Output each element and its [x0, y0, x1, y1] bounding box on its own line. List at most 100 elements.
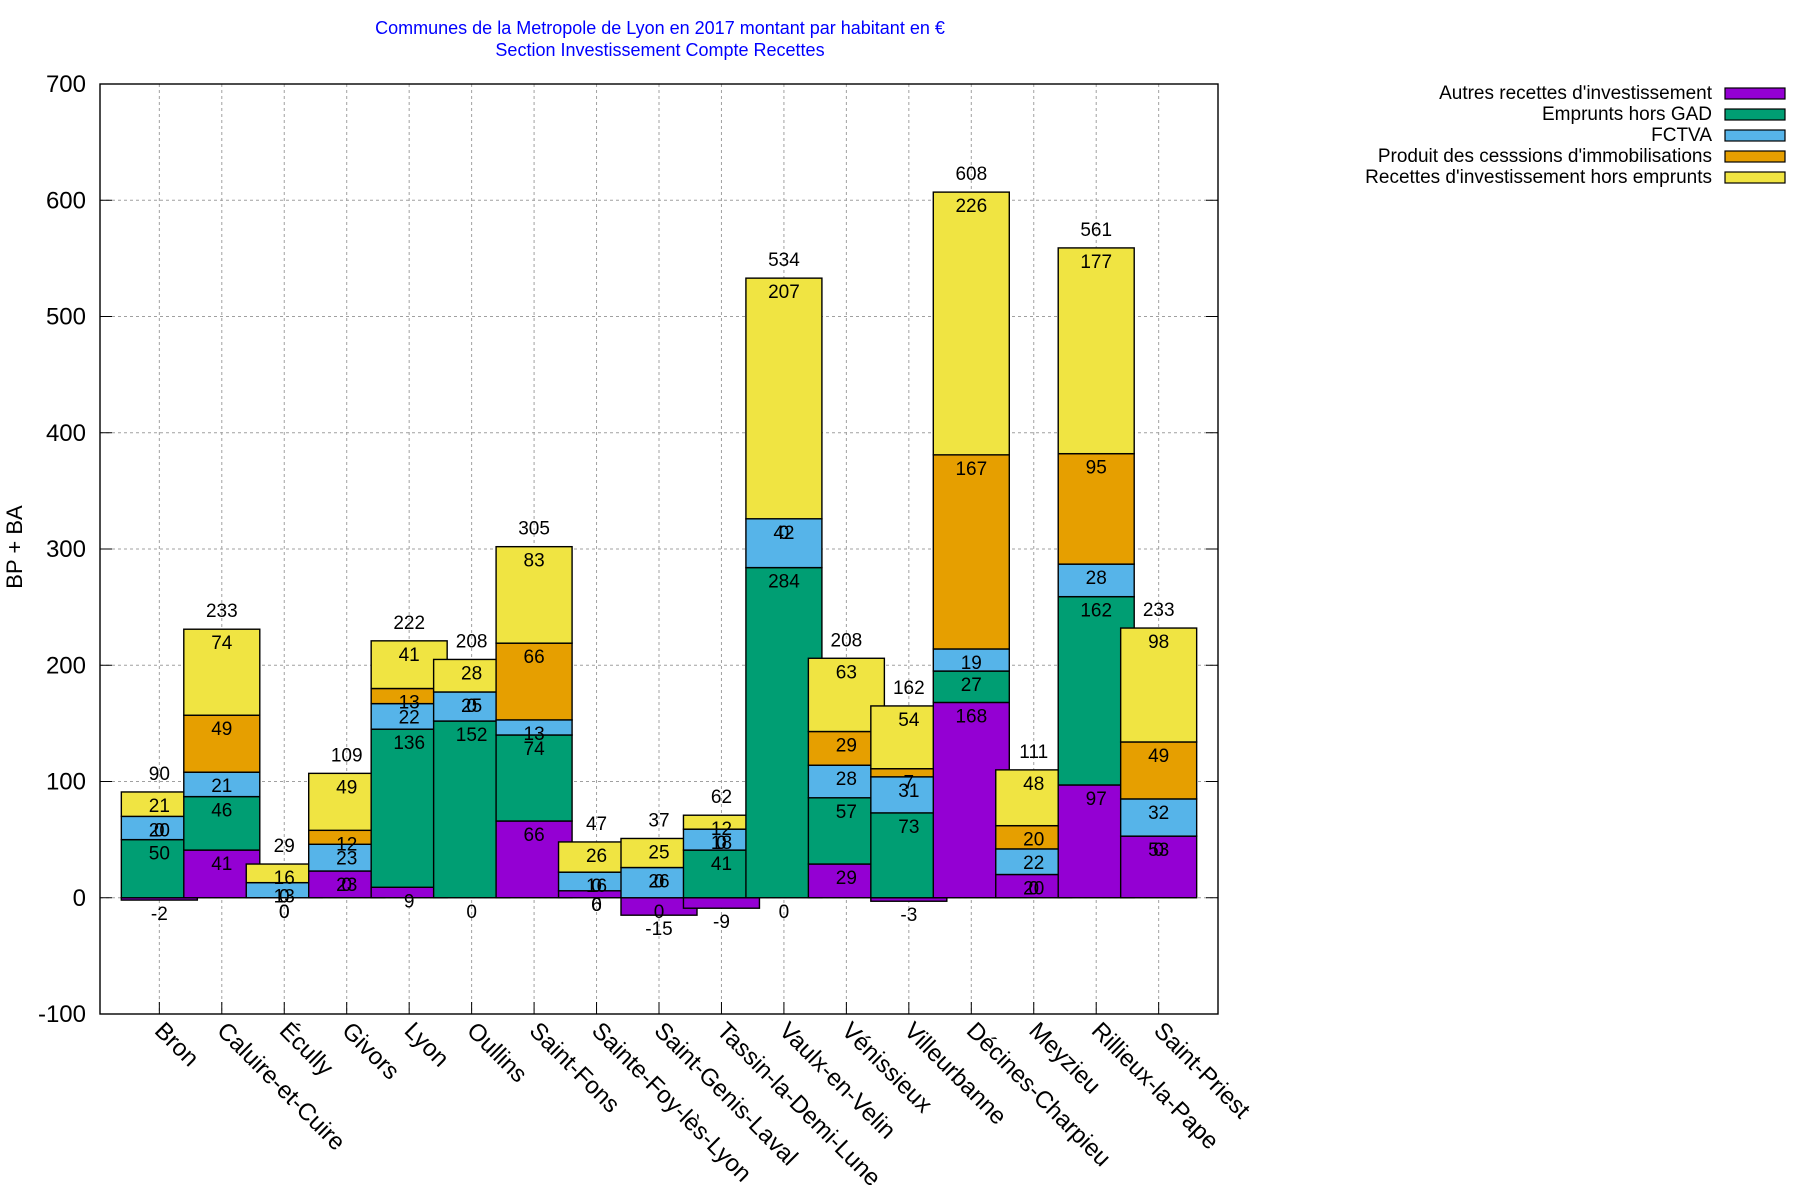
segment-value-label: 0 — [466, 696, 477, 717]
segment-value-label: 7 — [904, 773, 915, 794]
y-tick-label: 0 — [73, 885, 86, 912]
legend-label: Produit des cesssions d'immobilisations — [1378, 146, 1712, 167]
segment-value-label: 0 — [779, 902, 790, 923]
x-tick-label: Givors — [336, 1017, 404, 1085]
segment-value-label: 13 — [399, 693, 420, 714]
bar-total-label: 37 — [648, 810, 669, 831]
segment-value-label: 20 — [1023, 879, 1044, 900]
bar-total-label: 208 — [456, 631, 488, 652]
legend-label: Emprunts hors GAD — [1542, 104, 1712, 125]
chart-subtitle: Section Investissement Compte Recettes — [495, 40, 824, 60]
segment-value-label: 48 — [1023, 774, 1044, 795]
bar-total-label: 222 — [393, 613, 425, 634]
segment-value-label: 57 — [836, 802, 857, 823]
plot-border — [99, 83, 1219, 1015]
segment-value-label: 49 — [211, 719, 232, 740]
segment-value-label: 168 — [955, 706, 987, 727]
segment-value-label: 29 — [836, 868, 857, 889]
segment-value-label: 98 — [1148, 632, 1169, 653]
bars: -250200219041462149742330013016292302312… — [120, 164, 1198, 940]
y-tick-label: -100 — [38, 1001, 86, 1028]
bar-segment — [183, 714, 261, 773]
bar-segment — [1119, 798, 1198, 837]
bar-total-label: 534 — [768, 250, 800, 271]
segment-value-label: 97 — [1086, 789, 1107, 810]
segment-value-label: 0 — [1153, 840, 1164, 861]
segment-value-label: 12 — [336, 834, 357, 855]
segment-value-label: 6 — [591, 895, 602, 916]
segment-value-label: 152 — [456, 725, 488, 746]
segment-value-label: 0 — [779, 523, 790, 544]
segment-value-label: 28 — [461, 663, 482, 684]
bar-segment — [1057, 452, 1135, 565]
legend-label: Recettes d'investissement hors emprunts — [1365, 167, 1712, 188]
bar-total-label: 109 — [331, 745, 363, 766]
legend-swatch — [1724, 129, 1786, 142]
segment-value-label: 41 — [399, 645, 420, 666]
segment-value-label: 66 — [524, 825, 545, 846]
bar-segment — [682, 897, 761, 909]
segment-value-label: 16 — [586, 876, 607, 897]
segment-value-label: 0 — [1028, 879, 1039, 900]
segment-value-label: 27 — [961, 675, 982, 696]
segment-value-label: 136 — [393, 733, 425, 754]
segment-value-label: 46 — [211, 801, 232, 822]
bar-total-label: 29 — [274, 836, 295, 857]
segment-value-label: 0 — [279, 902, 290, 923]
segment-value-label: 26 — [648, 872, 669, 893]
segment-value-label: 19 — [961, 653, 982, 674]
bar-total-label: 62 — [711, 787, 732, 808]
segment-value-label: 41 — [711, 854, 732, 875]
segment-value-label: 49 — [336, 777, 357, 798]
legend-swatch — [1724, 150, 1786, 163]
y-tick-label: 500 — [46, 304, 86, 331]
segment-value-label: 226 — [955, 196, 987, 217]
segment-value-label: 73 — [898, 817, 919, 838]
segment-value-label: -3 — [900, 905, 917, 926]
segment-value-label: 41 — [211, 854, 232, 875]
bar-total-label: 90 — [149, 764, 170, 785]
segment-value-label: 31 — [898, 781, 919, 802]
y-axis-label: BP + BA — [2, 505, 27, 589]
segment-value-label: 21 — [149, 796, 170, 817]
y-tick-label: 700 — [46, 71, 86, 98]
segment-value-label: 22 — [1023, 853, 1044, 874]
bar-segment — [1057, 247, 1135, 455]
segment-value-label: 26 — [586, 846, 607, 867]
segment-value-label: 9 — [404, 891, 415, 912]
bar-total-label: 47 — [586, 814, 607, 835]
segment-value-label: 0 — [591, 876, 602, 897]
segment-value-label: 50 — [149, 844, 170, 865]
segment-value-label: 162 — [1080, 601, 1112, 622]
bar-segment — [932, 454, 1010, 650]
x-tick-label: Lyon — [399, 1017, 454, 1072]
legend-label: FCTVA — [1651, 125, 1712, 146]
bar-segment — [495, 545, 573, 644]
segment-value-label: 0 — [154, 820, 165, 841]
bar-segment — [495, 734, 573, 822]
legend-swatch — [1724, 87, 1786, 100]
segment-value-label: 0 — [279, 887, 290, 908]
bar-total-label: 608 — [955, 164, 987, 185]
y-tick-label: 600 — [46, 187, 86, 214]
segment-value-label: 23 — [336, 848, 357, 869]
segment-value-label: 0 — [591, 895, 602, 916]
segment-value-label: 18 — [711, 833, 732, 854]
bar-total-label: 561 — [1080, 220, 1112, 241]
segment-value-label: -15 — [645, 919, 672, 940]
x-tick-label: Oullins — [461, 1017, 532, 1088]
segment-value-label: 284 — [768, 572, 800, 593]
segment-value-label: 13 — [524, 724, 545, 745]
segment-value-label: 177 — [1080, 252, 1112, 273]
legend-label: Autres recettes d'investissement — [1439, 83, 1713, 104]
legend: Autres recettes d'investissementEmprunts… — [1365, 83, 1786, 188]
bar-segment — [183, 628, 261, 716]
segment-value-label: 49 — [1148, 746, 1169, 767]
bar-stack-1: 41 46 21 49 74 233 — [183, 601, 261, 899]
segment-value-label: 0 — [654, 902, 665, 923]
bar-total-label: 233 — [206, 601, 238, 622]
segment-value-label: 32 — [1148, 803, 1169, 824]
x-tick-label: Bron — [149, 1017, 204, 1072]
y-tick-label: 100 — [46, 769, 86, 796]
